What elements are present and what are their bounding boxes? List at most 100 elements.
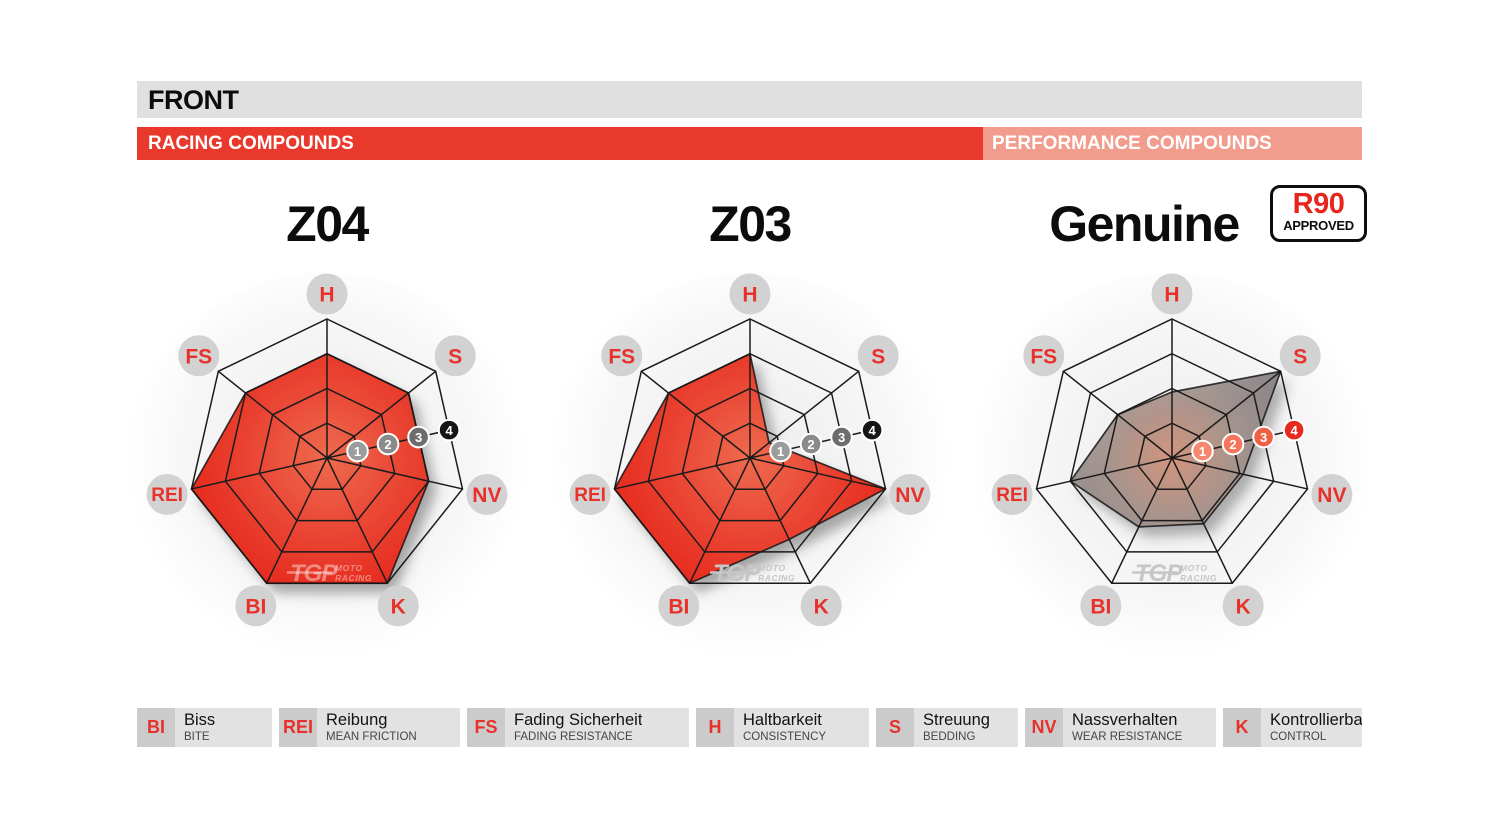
scale-marker-2 — [376, 432, 400, 456]
grid-spoke-BI — [266, 457, 328, 584]
axis-label-circle-FS — [1023, 335, 1065, 377]
scale-marker-label-4: 4 — [445, 423, 453, 438]
grid-spoke-NV — [1171, 457, 1308, 490]
performance-compounds-banner: PERFORMANCE COMPOUNDS — [983, 127, 1362, 160]
grid-spoke-FS — [640, 370, 751, 459]
watermark-line1: MOTO — [758, 563, 786, 573]
grid-ring-4 — [613, 318, 887, 584]
legend-item-h: H Haltbarkeit CONSISTENCY — [696, 708, 869, 747]
grid-spoke-K — [326, 457, 388, 584]
legend-item-bi: BI Biss BITE — [137, 708, 272, 747]
watermark-line2: RACING — [335, 573, 372, 583]
legend-item-k: K Kontrollierbarkeit CONTROL — [1223, 708, 1362, 747]
axis-label-circle-H — [306, 273, 348, 315]
legend-en-bi: BITE — [184, 731, 210, 743]
axis-label-text-K: K — [391, 595, 406, 618]
scale-marker-4 — [860, 418, 884, 442]
compound-banners: RACING COMPOUNDS PERFORMANCE COMPOUNDS — [137, 127, 1362, 160]
legend-abbr-s: S — [876, 708, 914, 747]
watermark-line2: RACING — [758, 573, 795, 583]
legend-abbr-bi: BI — [137, 708, 175, 747]
axis-label-text-BI: BI — [245, 595, 266, 618]
axis-label-text-BI: BI — [1090, 595, 1111, 618]
axis-label-text-REI: REI — [996, 485, 1028, 506]
r90-badge-line2: APPROVED — [1283, 218, 1354, 233]
legend-de-h: Haltbarkeit — [743, 711, 822, 729]
scale-marker-label-3: 3 — [838, 430, 845, 445]
grid-ring-2 — [258, 387, 396, 522]
axis-label-circle-H — [729, 273, 771, 315]
axis-label-text-FS: FS — [185, 345, 212, 368]
legend-en-fs: FADING RESISTANCE — [514, 731, 633, 743]
grid-spoke-FS — [217, 370, 328, 459]
scale-marker-label-1: 1 — [354, 444, 361, 459]
axis-label-text-NV: NV — [472, 484, 501, 507]
legend-item-nv: NV Nassverhalten WEAR RESISTANCE — [1025, 708, 1216, 747]
axis-label-circle-S — [434, 335, 476, 377]
axis-label-circle-REI — [146, 473, 188, 515]
grid-spoke-S — [1171, 370, 1282, 459]
legend-abbr-nv: NV — [1025, 708, 1063, 747]
scale-marker-3 — [1252, 425, 1275, 449]
legend-item-s: S Streuung BEDDING — [876, 708, 1018, 747]
axis-label-circle-FS — [178, 335, 220, 377]
watermark-line1: MOTO — [1180, 563, 1208, 573]
axis-label-circle-REI — [991, 473, 1033, 515]
axis-label-text-K: K — [814, 595, 829, 618]
axis-label-circle-K — [800, 585, 842, 627]
r90-approved-badge: R90 APPROVED — [1270, 185, 1367, 242]
chart-title-z03: Z03 — [709, 196, 792, 252]
grid-spoke-K — [1171, 457, 1233, 584]
scale-marker-label-2: 2 — [1229, 437, 1236, 452]
scale-marker-label-1: 1 — [1199, 444, 1206, 459]
legend-abbr-h: H — [696, 708, 734, 747]
scale-marker-4 — [437, 418, 461, 442]
scale-marker-1 — [346, 439, 369, 463]
watermark-line2: RACING — [1180, 573, 1217, 583]
axis-label-text-NV: NV — [895, 484, 924, 507]
scale-marker-3 — [830, 425, 853, 449]
legend-de-nv: Nassverhalten — [1072, 711, 1178, 729]
axis-label-text-NV: NV — [1317, 484, 1346, 507]
grid-spoke-K — [749, 457, 811, 584]
grid-spoke-REI — [191, 457, 328, 490]
legend-de-s: Streuung — [923, 711, 990, 729]
grid-spoke-BI — [689, 457, 751, 584]
watermark-line1: MOTO — [335, 563, 363, 573]
grid-spoke-S — [749, 370, 860, 459]
scale-marker-label-2: 2 — [384, 437, 391, 452]
legend-de-bi: Biss — [184, 711, 216, 729]
r90-badge-line1: R90 — [1292, 188, 1345, 220]
legend-en-h: CONSISTENCY — [743, 731, 827, 743]
axis-label-text-BI: BI — [668, 595, 689, 618]
scale-marker-label-4: 4 — [868, 423, 876, 438]
racing-compounds-banner: RACING COMPOUNDS — [137, 127, 983, 160]
axis-label-text-S: S — [1293, 345, 1307, 368]
chart-title-genuine: Genuine — [1049, 196, 1240, 252]
scale-marker-2 — [1221, 432, 1245, 456]
legend-en-s: BEDDING — [923, 731, 976, 743]
legend-abbr-k: K — [1223, 708, 1261, 747]
axis-label-circle-FS — [601, 335, 643, 377]
legend-en-nv: WEAR RESISTANCE — [1072, 731, 1183, 743]
legend-de-rei: Reibung — [326, 711, 388, 729]
grid-ring-2 — [1103, 387, 1241, 522]
scale-marker-label-3: 3 — [1260, 430, 1267, 445]
legend-item-fs: FS Fading Sicherheit FADING RESISTANCE — [467, 708, 689, 747]
scale-marker-1 — [1191, 439, 1214, 463]
legend-item-rei: REI Reibung MEAN FRICTION — [279, 708, 460, 747]
grid-spoke-REI — [1036, 457, 1173, 490]
data-polygon-outline — [1069, 370, 1282, 528]
axis-label-text-FS: FS — [1030, 345, 1057, 368]
axis-label-circle-K — [377, 585, 419, 627]
section-header-bar: FRONT — [137, 81, 1362, 118]
scale-marker-3 — [407, 425, 430, 449]
axis-label-circle-S — [857, 335, 899, 377]
legend-en-rei: MEAN FRICTION — [326, 731, 417, 743]
scale-marker-4 — [1282, 418, 1306, 442]
axis-label-text-H: H — [742, 284, 757, 307]
legend-de-fs: Fading Sicherheit — [514, 711, 643, 729]
axis-label-text-FS: FS — [608, 345, 635, 368]
